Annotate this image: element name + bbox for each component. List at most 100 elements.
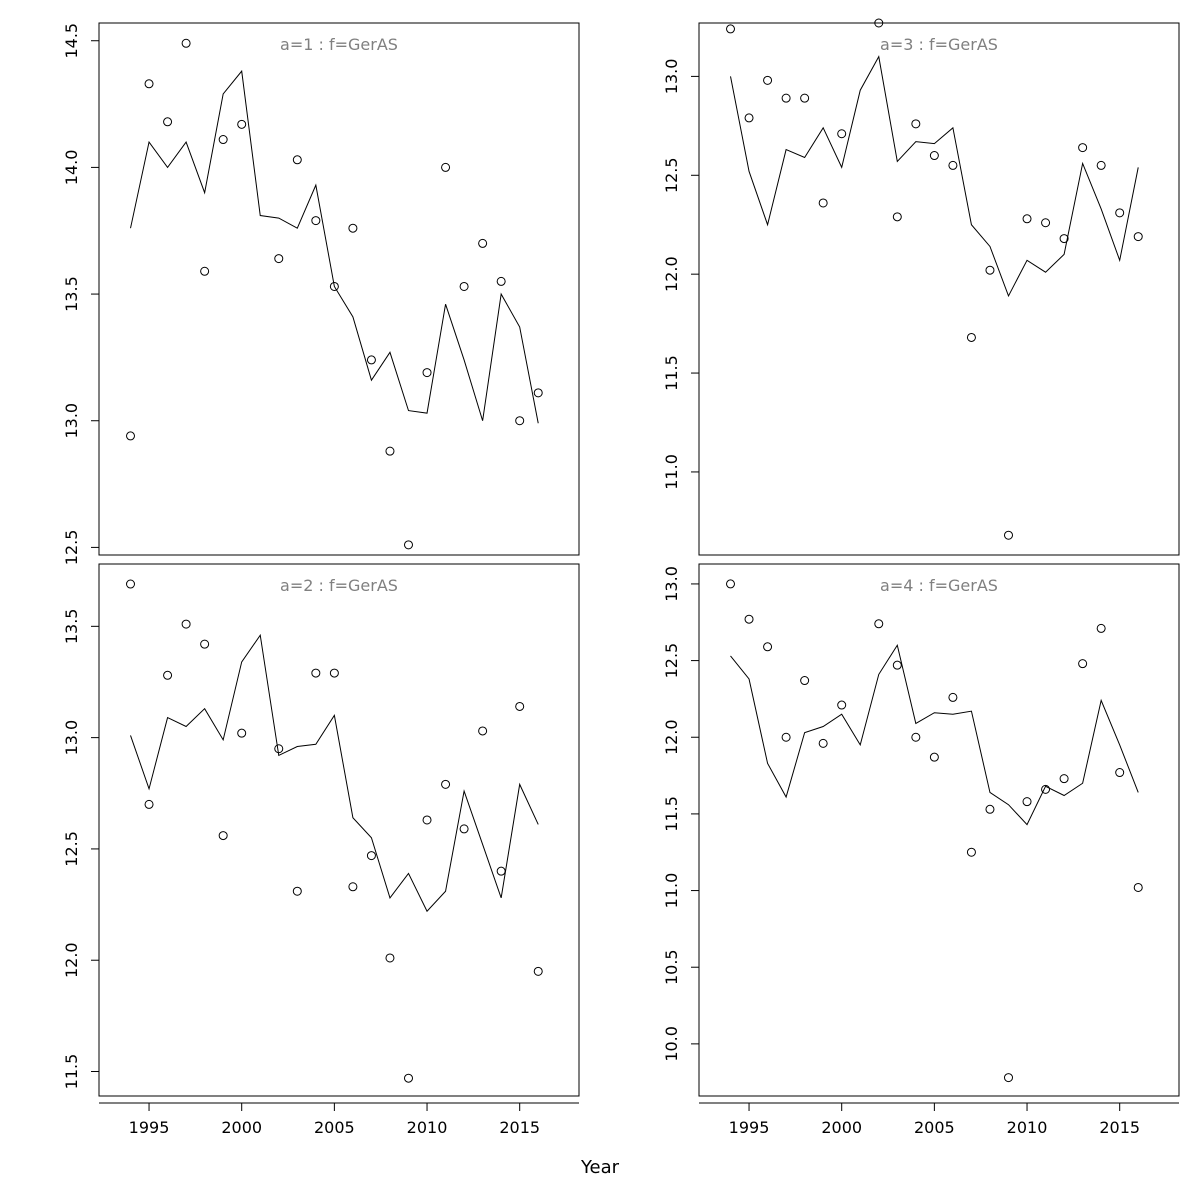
- data-point: [366, 851, 376, 861]
- x-tick-label: 2010: [407, 1118, 448, 1137]
- y-tick-label: 13.0: [62, 403, 81, 439]
- chart-panel-1: a=1 : f=GerAS 12.5 13.0 13.5 14.0 14.5: [62, 22, 580, 566]
- x-tick-label: 2015: [499, 1118, 540, 1137]
- data-point: [763, 75, 773, 85]
- data-point: [533, 388, 543, 398]
- data-point: [366, 355, 376, 365]
- data-point: [403, 1073, 413, 1083]
- y-tick-label: 12.0: [62, 942, 81, 978]
- data-point: [181, 38, 191, 48]
- data-point: [311, 216, 321, 226]
- data-point: [966, 847, 976, 857]
- x-tick-label: 1995: [129, 1118, 170, 1137]
- y-tick-label: 11.5: [662, 796, 681, 832]
- data-point: [1041, 218, 1051, 228]
- data-point: [911, 119, 921, 129]
- data-point: [422, 815, 432, 825]
- panel-title: a=3 : f=GerAS: [880, 35, 998, 54]
- y-tick-label: 13.0: [662, 566, 681, 602]
- data-point: [966, 332, 976, 342]
- data-point: [874, 18, 884, 28]
- fitted-series-line: [130, 633, 539, 913]
- data-point: [948, 692, 958, 702]
- data-point: [348, 223, 358, 233]
- data-point: [218, 831, 228, 841]
- x-tick-label: 2005: [914, 1118, 955, 1137]
- plot-frame: [98, 22, 580, 556]
- x-tick-label: 1995: [729, 1118, 770, 1137]
- y-tick-label: 10.5: [662, 949, 681, 985]
- data-point: [163, 670, 173, 680]
- data-point: [459, 824, 469, 834]
- data-point: [1059, 234, 1069, 244]
- y-tick-label: 12.5: [62, 530, 81, 566]
- y-tick-label: 13.5: [62, 609, 81, 645]
- y-tick-label: 11.5: [662, 355, 681, 391]
- plot-frame: [98, 563, 580, 1097]
- data-point: [1003, 530, 1013, 540]
- data-point: [348, 882, 358, 892]
- chart-panel-2: a=3 : f=GerAS 11.0 11.5 12.0 12.5 13.0: [662, 18, 1180, 556]
- data-point: [144, 79, 154, 89]
- x-tick-label: 2010: [1007, 1118, 1048, 1137]
- x-tick-label: 2015: [1099, 1118, 1140, 1137]
- data-point: [200, 266, 210, 276]
- data-point: [478, 726, 488, 736]
- data-point: [744, 113, 754, 123]
- data-point: [911, 732, 921, 742]
- data-point: [311, 668, 321, 678]
- y-tick-label: 14.5: [62, 23, 81, 59]
- data-point: [744, 614, 754, 624]
- data-point: [403, 540, 413, 550]
- y-tick-label: 11.5: [62, 1054, 81, 1090]
- data-point: [422, 368, 432, 378]
- x-axis-label: Year: [580, 1157, 620, 1178]
- data-point: [892, 660, 902, 670]
- data-point: [1003, 1073, 1013, 1083]
- fitted-series-line: [130, 69, 539, 424]
- data-point: [496, 866, 506, 876]
- data-point: [800, 93, 810, 103]
- data-point: [385, 446, 395, 456]
- y-tick-label: 12.0: [662, 719, 681, 755]
- data-point: [781, 93, 791, 103]
- data-point: [163, 117, 173, 127]
- data-point: [818, 198, 828, 208]
- panel-title: a=1 : f=GerAS: [280, 35, 398, 54]
- x-tick-label: 2000: [821, 1118, 862, 1137]
- data-point: [144, 799, 154, 809]
- y-tick-label: 12.5: [62, 831, 81, 867]
- data-point: [837, 700, 847, 710]
- data-point: [948, 160, 958, 170]
- data-point: [781, 732, 791, 742]
- chart-panel-3: a=2 : f=GerAS 11.5 12.0 12.5 13.0 13.5 1995 200…: [62, 563, 580, 1137]
- plot-frame: [698, 22, 1180, 556]
- data-point: [478, 238, 488, 248]
- plot-frame: [698, 563, 1180, 1097]
- data-point: [274, 744, 284, 754]
- data-point: [329, 668, 339, 678]
- data-point: [274, 254, 284, 264]
- data-point: [441, 779, 451, 789]
- data-point: [763, 642, 773, 652]
- data-point: [1115, 768, 1125, 778]
- data-point: [1041, 784, 1051, 794]
- x-tick-label: 2000: [221, 1118, 262, 1137]
- data-point: [385, 953, 395, 963]
- data-point: [929, 752, 939, 762]
- y-tick-label: 13.0: [662, 59, 681, 95]
- panel-title: a=4 : f=GerAS: [880, 576, 998, 595]
- data-point: [800, 676, 810, 686]
- data-point: [929, 151, 939, 161]
- data-point: [874, 619, 884, 629]
- data-point: [126, 579, 136, 589]
- chart-panel-4: a=4 : f=GerAS 10.0 10.5 11.0 11.5 12.0 12.5 13.…: [662, 563, 1180, 1137]
- data-point: [726, 579, 736, 589]
- y-tick-label: 11.0: [662, 873, 681, 909]
- data-point: [1078, 659, 1088, 669]
- data-point: [496, 276, 506, 286]
- panel-title: a=2 : f=GerAS: [280, 576, 398, 595]
- data-point: [1096, 160, 1106, 170]
